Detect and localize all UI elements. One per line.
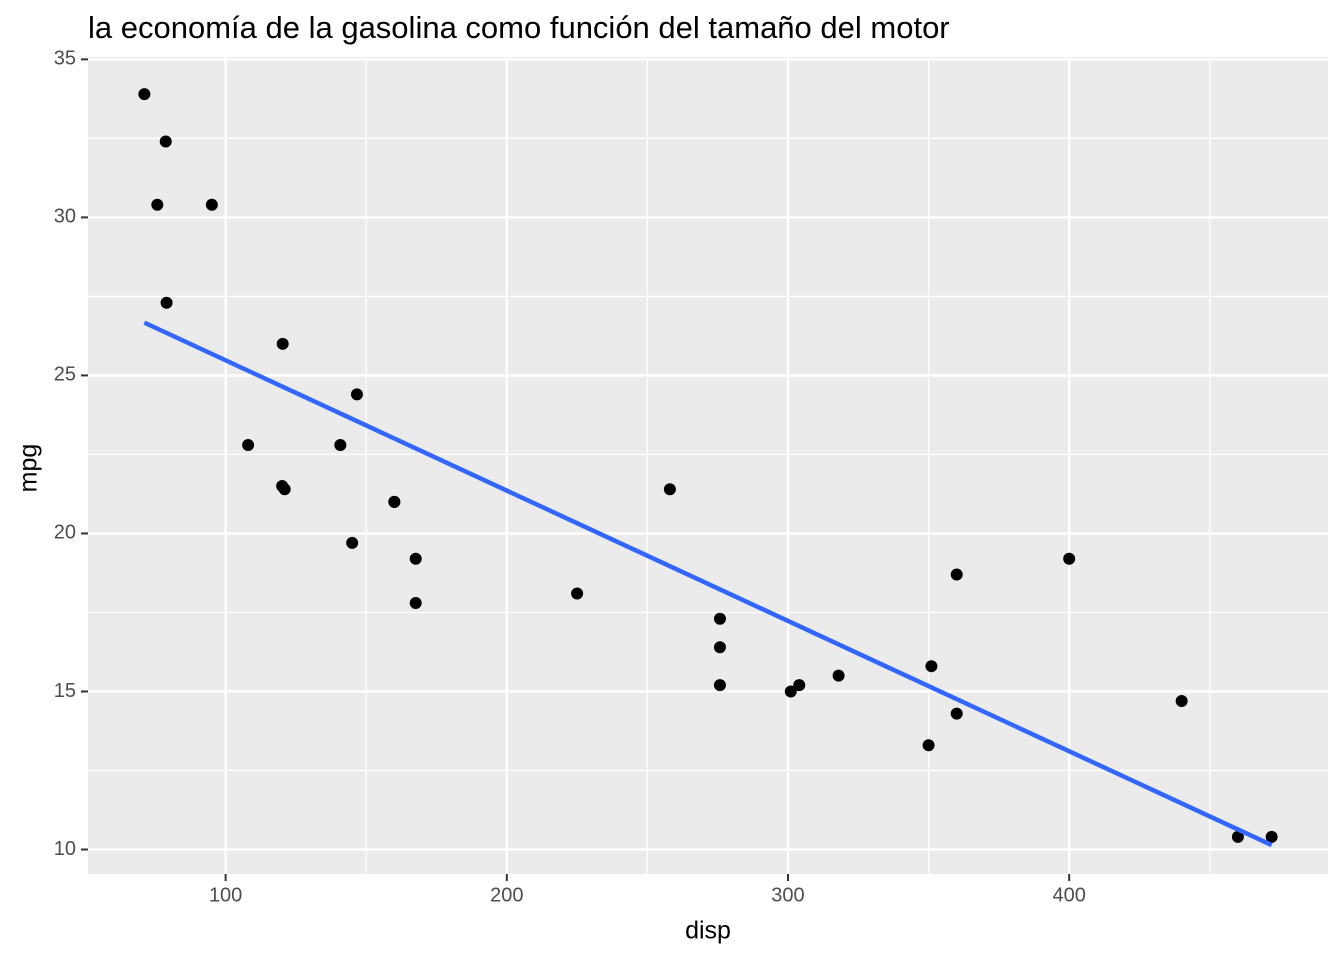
- point: [159, 135, 172, 148]
- x-tick-label: 400: [1052, 884, 1085, 906]
- point: [276, 337, 289, 350]
- point: [663, 483, 676, 496]
- x-tick-label: 100: [209, 884, 242, 906]
- x-tick-label: 200: [490, 884, 523, 906]
- point: [950, 568, 963, 581]
- point: [138, 88, 151, 101]
- x-axis-label: disp: [685, 917, 731, 945]
- point: [334, 438, 347, 451]
- y-tick-label: 20: [54, 522, 76, 544]
- point: [1265, 830, 1278, 843]
- point: [925, 660, 938, 673]
- panel-background: [88, 57, 1328, 874]
- y-axis-label: mpg: [15, 444, 43, 493]
- point: [346, 536, 359, 549]
- point: [950, 707, 963, 720]
- point: [571, 587, 584, 600]
- point: [1063, 552, 1076, 565]
- point: [832, 669, 845, 682]
- point: [784, 685, 797, 698]
- point: [409, 552, 422, 565]
- point: [713, 641, 726, 654]
- y-tick-label: 10: [54, 838, 76, 860]
- point: [160, 296, 173, 309]
- point: [151, 198, 164, 211]
- point: [205, 198, 218, 211]
- x-tick-label: 300: [771, 884, 804, 906]
- y-tick-label: 30: [54, 206, 76, 228]
- point: [278, 483, 291, 496]
- trend-line: [143, 320, 1273, 848]
- point: [1175, 694, 1188, 707]
- y-tick-label: 35: [54, 48, 76, 70]
- point: [388, 495, 401, 508]
- y-tick-label: 15: [54, 680, 76, 702]
- point: [793, 679, 806, 692]
- point: [1231, 830, 1244, 843]
- y-tick-label: 25: [54, 364, 76, 386]
- point: [922, 739, 935, 752]
- point: [713, 612, 726, 625]
- point: [350, 388, 363, 401]
- point: [409, 596, 422, 609]
- chart-title: la economía de la gasolina como función …: [88, 10, 950, 45]
- point: [242, 438, 255, 451]
- point: [713, 679, 726, 692]
